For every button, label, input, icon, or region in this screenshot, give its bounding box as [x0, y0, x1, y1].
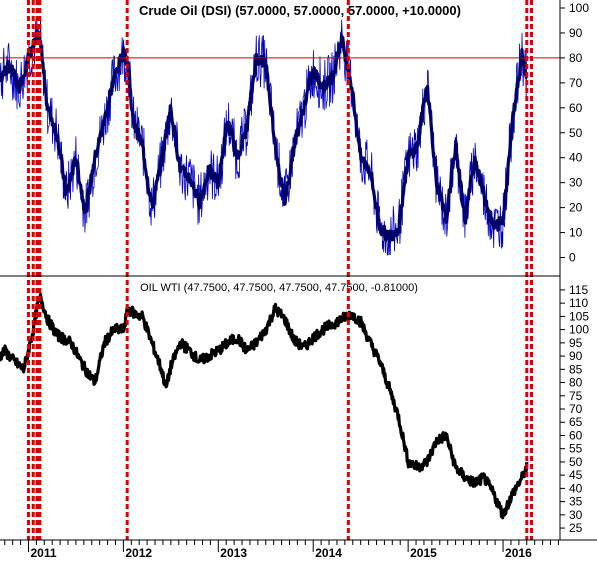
dsi-y-tick-label: 60	[569, 101, 583, 115]
oil-y-tick-label: 70	[569, 402, 583, 416]
oil-y-tick-label: 50	[569, 455, 583, 469]
dsi-y-tick-label: 100	[569, 1, 589, 15]
oil-y-tick-label: 60	[569, 428, 583, 442]
oil-y-tick-label: 25	[569, 521, 583, 535]
oil-y-tick-label: 65	[569, 415, 583, 429]
dsi-y-tick-label: 80	[569, 51, 583, 65]
dsi-raw-line	[0, 17, 528, 256]
oil-y-axis: 2530354045505560657075808590951001051101…	[560, 283, 589, 535]
oil-panel: 2530354045505560657075808590951001051101…	[0, 282, 589, 535]
oil-y-tick-label: 55	[569, 442, 583, 456]
dsi-y-tick-label: 40	[569, 151, 583, 165]
dsi-series	[0, 17, 529, 256]
signal-lines	[26, 0, 534, 540]
dsi-y-tick-label: 10	[569, 226, 583, 240]
oil-price-line	[0, 292, 529, 520]
dsi-smoothed-line	[0, 31, 529, 244]
year-label: 2015	[410, 546, 437, 560]
oil-y-tick-label: 40	[569, 481, 583, 495]
dsi-y-tick-label: 20	[569, 201, 583, 215]
oil-y-tick-label: 80	[569, 376, 583, 390]
oil-y-tick-label: 45	[569, 468, 583, 482]
dsi-y-tick-label: 0	[569, 251, 576, 265]
oil-y-tick-label: 110	[569, 296, 588, 310]
oil-y-tick-label: 95	[569, 336, 583, 350]
oil-y-tick-label: 85	[569, 362, 583, 376]
year-label: 2012	[125, 546, 152, 560]
oil-y-tick-label: 35	[569, 495, 583, 509]
oil-series	[0, 292, 529, 520]
year-label: 2016	[505, 546, 532, 560]
dsi-panel: 0 10 20 30 40 50 60 70 80 90 100 Crude Oil (DSI) (…	[0, 1, 589, 265]
oil-y-tick-label: 75	[569, 389, 583, 403]
year-label: 2014	[315, 546, 342, 560]
oil-title: OIL WTI (47.7500, 47.7500, 47.7500, 47.7…	[140, 282, 418, 294]
oil-y-tick-label: 115	[569, 283, 588, 297]
oil-y-tick-label: 100	[569, 323, 589, 337]
oil-y-tick-label: 30	[569, 508, 583, 522]
x-axis: 2011 2012 2013 2014 2015 2016	[4, 540, 559, 560]
year-label: 2013	[220, 546, 247, 560]
dsi-y-tick-label: 50	[569, 126, 583, 140]
dsi-y-axis: 0 10 20 30 40 50 60 70 80 90 100	[560, 1, 589, 265]
dsi-title: Crude Oil (DSI) (57.0000, 57.0000, 57.00…	[139, 3, 461, 18]
dsi-y-tick-label: 30	[569, 176, 583, 190]
year-label: 2011	[30, 546, 56, 560]
dsi-y-tick-label: 70	[569, 76, 583, 90]
oil-y-tick-label: 90	[569, 349, 583, 363]
oil-y-tick-label: 105	[569, 309, 589, 323]
dsi-y-tick-label: 90	[569, 26, 583, 40]
